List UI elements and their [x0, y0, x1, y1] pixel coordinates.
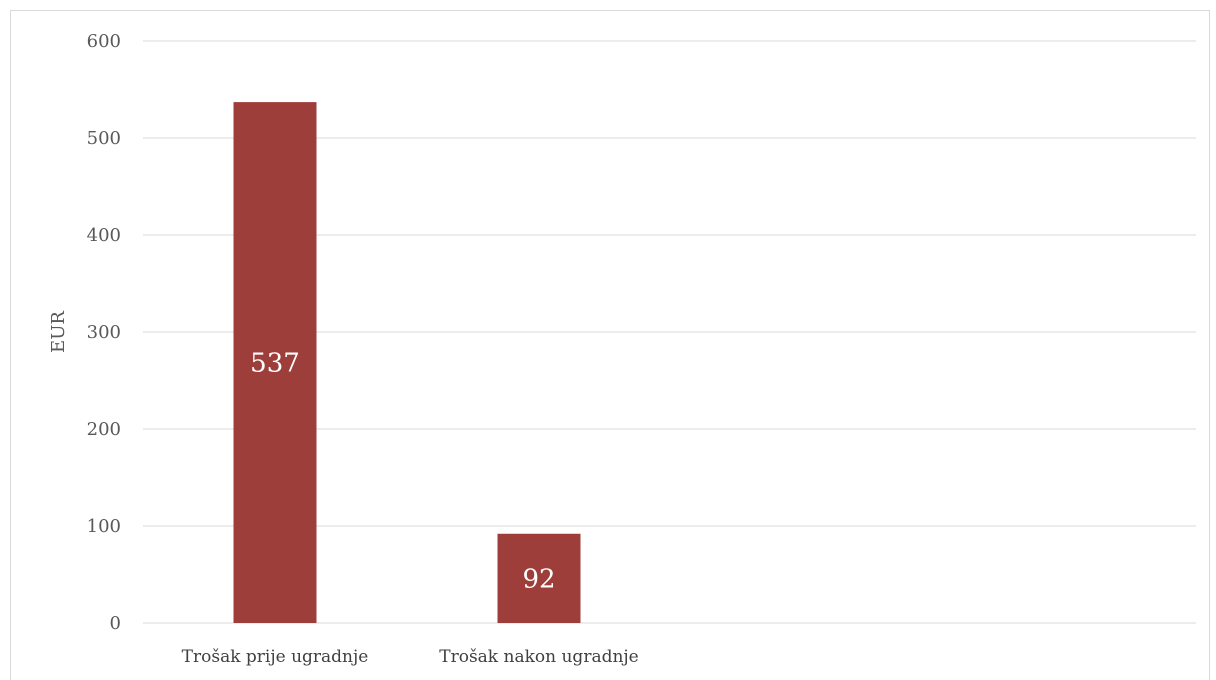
bar-2: [497, 533, 581, 623]
y-tick-label-200: 200: [87, 419, 121, 440]
data-label-2: 92: [522, 564, 555, 594]
y-tick-label-600: 600: [87, 31, 121, 52]
x-category-label-1: Trošak prije ugradnje: [182, 647, 369, 667]
gridlines: [143, 40, 1196, 624]
y-axis-ticks: 0 100 200 300 400 500 600: [87, 31, 121, 634]
bar-1: [233, 102, 317, 624]
bars: [233, 102, 581, 624]
chart-frame: [10, 10, 1210, 680]
x-category-label-2: Trošak nakon ugradnje: [439, 647, 639, 667]
data-label-1: 537: [250, 349, 300, 379]
x-axis-categories: Trošak prije ugradnje Trošak nakon ugradn…: [182, 647, 639, 667]
y-axis-title: EUR: [48, 311, 69, 353]
y-tick-label-100: 100: [87, 516, 121, 537]
y-tick-label-400: 400: [87, 225, 121, 246]
y-tick-label-300: 300: [87, 322, 121, 343]
data-labels: 537 92: [250, 349, 555, 595]
y-tick-label-0: 0: [110, 613, 121, 634]
y-tick-label-500: 500: [87, 128, 121, 149]
